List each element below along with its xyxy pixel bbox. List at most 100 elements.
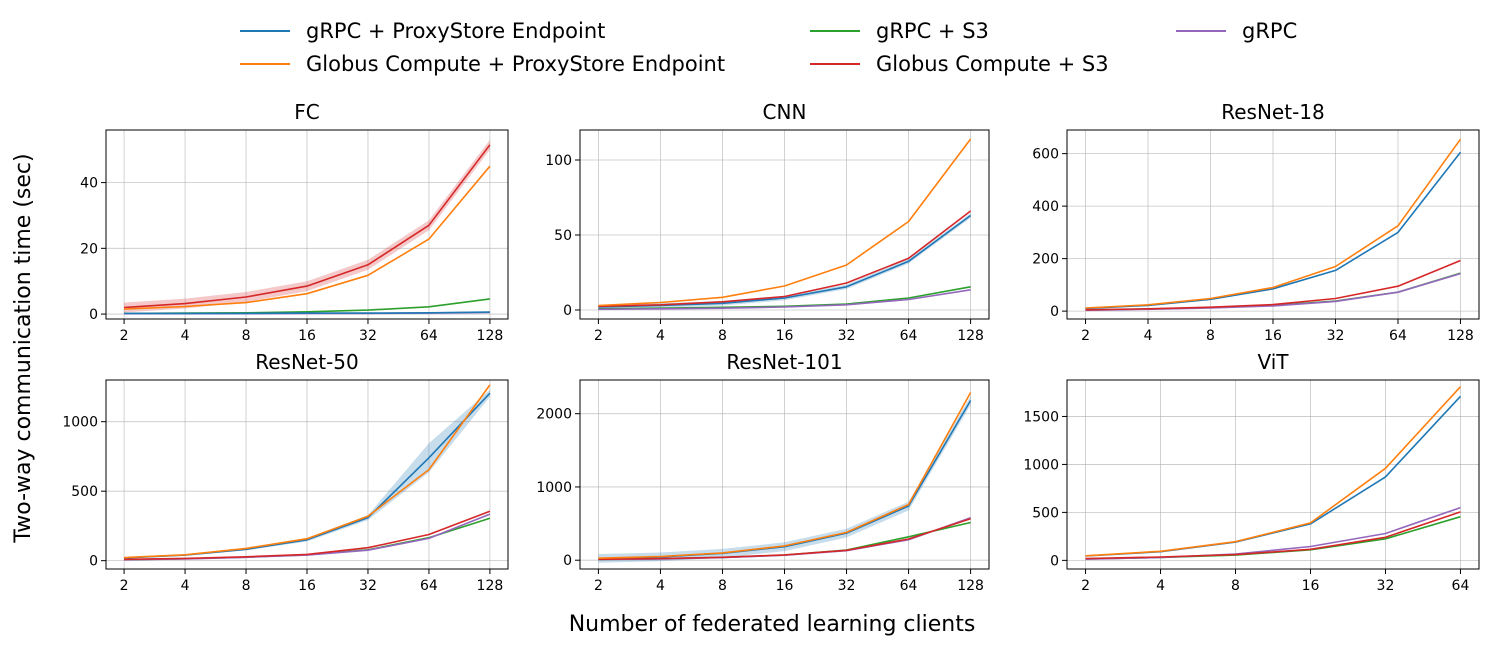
subplot-resnet-50: 2 4 8 16 32 64 128 0 500 1000 ResNet-50 <box>62 350 509 594</box>
x-tick-label: 4 <box>181 578 190 594</box>
x-tick-label: 4 <box>181 328 190 344</box>
y-tick-label: 20 <box>80 241 98 257</box>
x-tick-label: 32 <box>838 328 856 344</box>
y-tick-label: 40 <box>80 176 98 192</box>
x-tick-label: 64 <box>900 328 918 344</box>
subplot-vit: 2 4 8 16 32 64 0 500 1000 1500 ViT <box>1023 350 1480 594</box>
y-tick-label: 1500 <box>1023 409 1059 425</box>
series-line <box>1085 511 1461 560</box>
series-line <box>124 384 491 559</box>
y-tick-label: 0 <box>563 303 572 319</box>
x-tick-label: 128 <box>477 328 504 344</box>
x-tick-label: 4 <box>656 328 665 344</box>
x-tick-label: 32 <box>1377 578 1395 594</box>
x-tick-label: 8 <box>1206 328 1215 344</box>
x-tick-label: 2 <box>1081 578 1090 594</box>
subplot-resnet-101: 2 4 8 16 32 64 128 0 1000 2000 ResNet-101 <box>536 350 990 594</box>
y-tick-label: 500 <box>71 484 98 500</box>
series-line <box>124 165 491 310</box>
y-tick-label: 0 <box>1050 553 1059 569</box>
x-tick-label: 8 <box>718 328 727 344</box>
series-line <box>598 392 972 559</box>
legend-entry-globus-s3: Globus Compute + S3 <box>810 52 1109 76</box>
y-tick-label: 1000 <box>536 480 572 496</box>
legend-entry-grpc: gRPC <box>1176 19 1297 43</box>
subplot-title: ResNet-50 <box>255 350 359 374</box>
series-line <box>598 289 971 311</box>
y-tick-label: 200 <box>1032 252 1059 268</box>
series-line <box>1085 259 1461 311</box>
series-line <box>598 518 971 561</box>
x-tick-label: 2 <box>120 328 129 344</box>
y-tick-label: 0 <box>1050 304 1059 320</box>
x-tick-label: 4 <box>1144 328 1153 344</box>
subplot-title: CNN <box>763 100 807 124</box>
x-tick-label: 2 <box>120 578 129 594</box>
series-line <box>598 210 972 308</box>
x-axis-label: Number of federated learning clients <box>569 612 976 637</box>
y-tick-label: 1000 <box>62 415 98 431</box>
subplot-resnet-18: 2 4 8 16 32 64 128 0 200 400 600 ResNet-18 <box>1032 100 1480 344</box>
x-tick-label: 16 <box>776 328 794 344</box>
x-tick-label: 8 <box>242 578 251 594</box>
y-tick-label: 0 <box>89 307 98 323</box>
x-tick-label: 128 <box>477 578 504 594</box>
x-tick-label: 128 <box>1447 328 1474 344</box>
series-line <box>124 510 491 561</box>
x-tick-label: 64 <box>900 578 918 594</box>
y-tick-label: 0 <box>89 554 98 570</box>
x-tick-label: 16 <box>298 328 316 344</box>
subplot-title: ViT <box>1257 350 1289 374</box>
legend-label: Globus Compute + ProxyStore Endpoint <box>306 52 725 76</box>
x-tick-label: 2 <box>594 578 603 594</box>
x-tick-label: 128 <box>957 328 984 344</box>
x-tick-label: 4 <box>656 578 665 594</box>
x-tick-label: 64 <box>420 578 438 594</box>
confidence-band <box>124 389 490 559</box>
x-tick-label: 16 <box>298 578 316 594</box>
x-tick-label: 16 <box>1264 328 1282 344</box>
legend-label: gRPC <box>1242 19 1297 43</box>
x-tick-label: 2 <box>1081 328 1090 344</box>
y-tick-label: 2000 <box>536 407 572 423</box>
subplot-title: ResNet-18 <box>1221 100 1325 124</box>
y-tick-label: 100 <box>545 153 572 169</box>
subplot-title: ResNet-101 <box>726 350 842 374</box>
legend-label: Globus Compute + S3 <box>876 52 1109 76</box>
x-tick-label: 32 <box>359 328 377 344</box>
y-tick-label: 500 <box>1032 505 1059 521</box>
series-line <box>124 311 490 315</box>
legend-entry-grpc-s3: gRPC + S3 <box>810 19 989 43</box>
x-tick-label: 64 <box>420 328 438 344</box>
x-tick-label: 2 <box>594 328 603 344</box>
x-tick-label: 32 <box>359 578 377 594</box>
y-axis-label: Two-way communication time (sec) <box>11 153 36 543</box>
x-tick-label: 128 <box>957 578 984 594</box>
x-tick-label: 8 <box>1231 578 1240 594</box>
legend-entry-globus-proxystore: Globus Compute + ProxyStore Endpoint <box>240 52 725 76</box>
y-tick-label: 600 <box>1032 147 1059 163</box>
x-tick-label: 32 <box>1327 328 1345 344</box>
x-tick-label: 16 <box>776 578 794 594</box>
x-tick-label: 16 <box>1302 578 1320 594</box>
series-line <box>1085 138 1462 309</box>
x-tick-label: 64 <box>1452 578 1470 594</box>
legend-label: gRPC + S3 <box>876 19 989 43</box>
y-tick-label: 400 <box>1032 199 1059 215</box>
y-tick-label: 50 <box>554 228 572 244</box>
legend-label: gRPC + ProxyStore Endpoint <box>306 19 605 43</box>
x-tick-label: 64 <box>1389 328 1407 344</box>
y-tick-label: 1000 <box>1023 457 1059 473</box>
axes-frame <box>1066 379 1480 570</box>
subplot-title: FC <box>294 100 319 124</box>
x-tick-label: 4 <box>1156 578 1165 594</box>
series-line <box>598 138 972 307</box>
legend: gRPC + ProxyStore Endpoint Globus Comput… <box>240 19 1297 76</box>
subplot-fc: 2 4 8 16 32 64 128 0 20 40 FC <box>80 100 509 344</box>
y-tick-label: 0 <box>563 553 572 569</box>
x-tick-label: 8 <box>718 578 727 594</box>
series-line <box>1085 386 1462 557</box>
series-line <box>124 144 491 309</box>
